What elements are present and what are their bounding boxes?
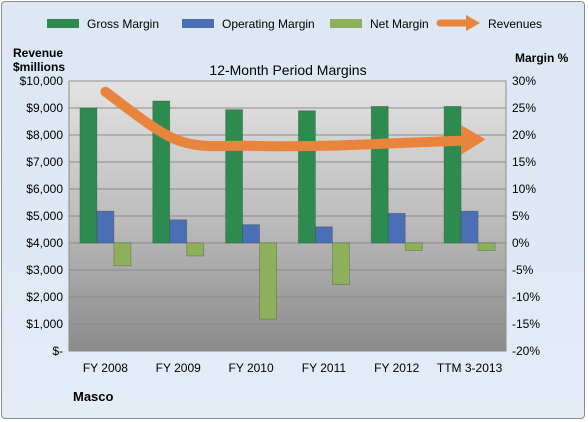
category-labels: FY 2008 FY 2009 FY 2010 FY 2011 FY 2012 TTM 3… xyxy=(83,361,503,375)
left-axis-title-line1: Revenue xyxy=(13,46,63,60)
legend-swatch-operating-margin xyxy=(182,19,214,28)
left-tick-label: $1,000 xyxy=(26,317,63,331)
legend-label-revenues: Revenues xyxy=(488,17,542,31)
legend-item-revenues: Revenues xyxy=(436,15,542,31)
bar-operating-margin-fy-2009 xyxy=(169,219,188,244)
bar-operating-margin-fy-2008 xyxy=(96,210,115,244)
revenues-line xyxy=(100,86,486,155)
bar-operating-margin-ttm-3-2013 xyxy=(460,210,479,244)
bar-gross-margin-fy-2011 xyxy=(298,110,316,244)
right-tick-label: 15% xyxy=(512,155,536,169)
bar-net-margin-ttm-3-2013 xyxy=(477,242,496,251)
right-axis-ticks: -20% -15% -10% -5% 0% 5% 10% 15% 20% 25% 30% xyxy=(512,74,540,358)
revenues-point-fy-2009 xyxy=(177,139,179,141)
legend-label-net-margin: Net Margin xyxy=(370,17,429,31)
category-label-fy-2011: FY 2011 xyxy=(302,361,347,375)
left-tick-label: $3,000 xyxy=(26,263,63,277)
left-tick-label: $8,000 xyxy=(26,128,63,142)
bar-net-margin-fy-2008 xyxy=(113,242,132,267)
legend-swatch-gross-margin xyxy=(47,19,79,28)
category-label-fy-2008: FY 2008 xyxy=(83,361,128,375)
legend-swatch-revenues-arrow xyxy=(466,15,480,31)
chart-title: 12-Month Period Margins xyxy=(209,62,366,78)
legend: Gross Margin Operating Margin Net Margin… xyxy=(47,15,542,31)
revenues-point-fy-2008 xyxy=(104,91,106,93)
category-label-fy-2010: FY 2010 xyxy=(229,361,274,375)
bar-gross-margin-ttm-3-2013 xyxy=(443,105,462,244)
right-tick-label: -20% xyxy=(512,344,540,358)
bar-net-margin-fy-2012 xyxy=(404,242,423,251)
legend-label-operating-margin: Operating Margin xyxy=(222,17,315,31)
right-tick-label: 10% xyxy=(512,182,536,196)
category-label-fy-2012: FY 2012 xyxy=(374,361,419,375)
bar-operating-margin-fy-2011 xyxy=(315,226,333,244)
legend-label-gross-margin: Gross Margin xyxy=(87,17,159,31)
right-tick-label: -5% xyxy=(512,263,534,277)
revenues-point-fy-2010 xyxy=(250,145,252,147)
left-axis-ticks: $- $1,000 $2,000 $3,000 $4,000 $5,000 $6,000 $7… xyxy=(20,74,64,358)
right-axis-title: Margin % xyxy=(515,51,569,65)
revenues-series-line xyxy=(100,86,475,152)
left-tick-label: $6,000 xyxy=(26,182,63,196)
left-tick-label: $5,000 xyxy=(26,209,63,223)
revenues-arrowhead xyxy=(461,125,486,155)
bar-net-margin-fy-2010 xyxy=(259,242,277,320)
left-tick-label: $10,000 xyxy=(20,74,64,88)
left-tick-label: $- xyxy=(52,344,63,358)
category-label-fy-2009: FY 2009 xyxy=(156,361,201,375)
right-tick-label: 20% xyxy=(512,128,536,142)
bar-gross-margin-fy-2012 xyxy=(370,105,389,244)
legend-item-gross-margin: Gross Margin xyxy=(47,17,159,31)
bar-gross-margin-fy-2010 xyxy=(225,109,243,244)
gridlines xyxy=(69,80,506,352)
right-tick-label: -10% xyxy=(512,290,540,304)
legend-item-operating-margin: Operating Margin xyxy=(182,17,315,31)
left-tick-label: $9,000 xyxy=(26,101,63,115)
company-label: Masco xyxy=(73,389,114,404)
left-tick-label: $4,000 xyxy=(26,236,63,250)
right-tick-label: -15% xyxy=(512,317,540,331)
bar-operating-margin-fy-2010 xyxy=(242,224,260,244)
bar-operating-margin-fy-2012 xyxy=(387,212,406,244)
bar-gross-margin-fy-2008 xyxy=(79,107,98,244)
left-tick-label: $2,000 xyxy=(26,290,63,304)
revenues-point-fy-2012 xyxy=(396,142,398,144)
right-tick-label: 30% xyxy=(512,74,536,88)
revenues-point-fy-2011 xyxy=(323,145,325,147)
legend-item-net-margin: Net Margin xyxy=(330,17,429,31)
category-label-ttm-3-2013: TTM 3-2013 xyxy=(437,361,503,375)
legend-swatch-net-margin xyxy=(330,19,362,28)
bar-net-margin-fy-2009 xyxy=(186,242,205,257)
bar-net-margin-fy-2011 xyxy=(332,242,350,285)
right-tick-label: 0% xyxy=(512,236,530,250)
right-tick-label: 5% xyxy=(512,209,530,223)
right-tick-label: 25% xyxy=(512,101,536,115)
left-tick-label: $7,000 xyxy=(26,155,63,169)
revenues-point-ttm-3-2013 xyxy=(469,139,471,141)
left-axis-title-line2: $millions xyxy=(13,60,65,74)
